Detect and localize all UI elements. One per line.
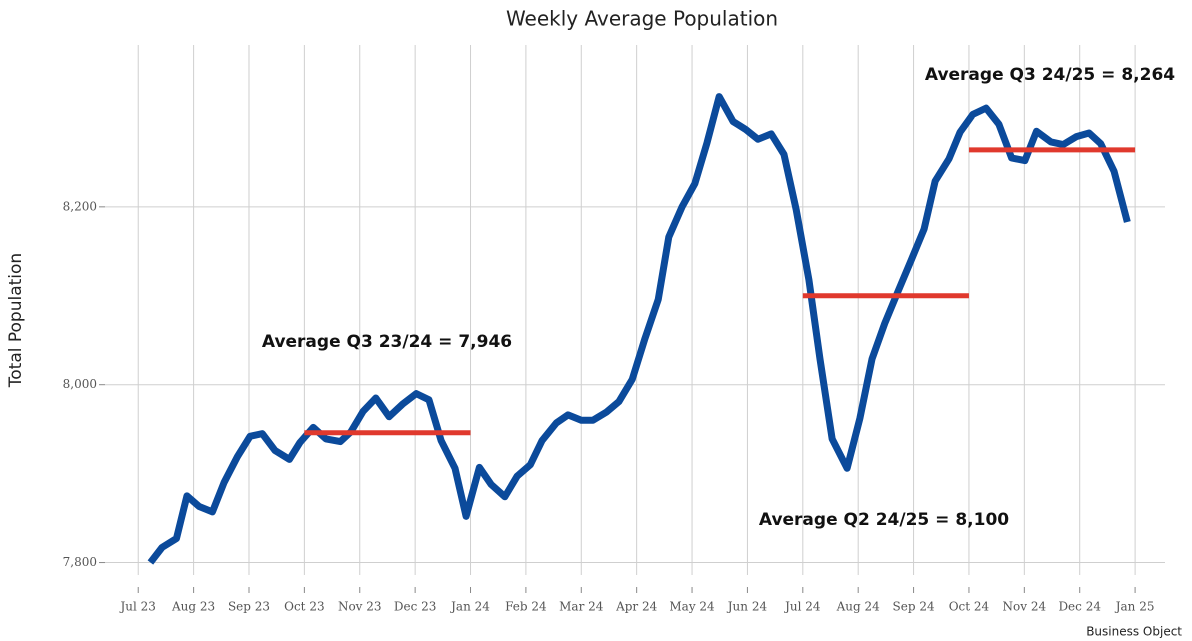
- x-tick-label: Feb 24: [505, 600, 547, 614]
- annotation: Average Q2 24/25 = 8,100: [759, 510, 1009, 530]
- chart-title: Weekly Average Population: [506, 7, 778, 31]
- x-tick-label: May 24: [669, 600, 715, 614]
- x-tick-label: Nov 24: [1003, 600, 1047, 614]
- x-tick-label: Jun 24: [726, 600, 768, 614]
- y-tick-label: 7,800: [63, 555, 97, 569]
- y-tick-label: 8,000: [63, 377, 97, 391]
- x-tick-label: Sep 23: [228, 600, 270, 614]
- x-tick-label: Nov 23: [338, 600, 382, 614]
- y-tick-label: 8,200: [63, 199, 97, 213]
- x-tick-label: Jan 25: [1114, 600, 1155, 614]
- x-tick-label: Apr 24: [615, 600, 658, 614]
- annotation: Average Q3 24/25 = 8,264: [925, 65, 1175, 85]
- x-tick-label: Jul 24: [783, 600, 821, 614]
- x-tick-label: Oct 23: [284, 600, 324, 614]
- annotation: Average Q3 23/24 = 7,946: [262, 332, 512, 352]
- x-tick-label: Jan 24: [449, 600, 490, 614]
- x-tick-label: Oct 24: [949, 600, 990, 614]
- y-axis-label: Total Population: [6, 253, 26, 388]
- x-tick-label: Dec 24: [1058, 600, 1101, 614]
- footnote: Business Object: [1086, 625, 1182, 639]
- x-tick-label: Mar 24: [559, 600, 604, 614]
- x-tick-label: Sep 24: [893, 600, 935, 614]
- data-line: [147, 93, 1131, 565]
- x-tick-label: Aug 23: [171, 600, 215, 614]
- x-tick-label: Dec 23: [394, 600, 437, 614]
- x-tick-label: Jul 23: [118, 600, 155, 614]
- x-tick-label: Aug 24: [836, 600, 881, 614]
